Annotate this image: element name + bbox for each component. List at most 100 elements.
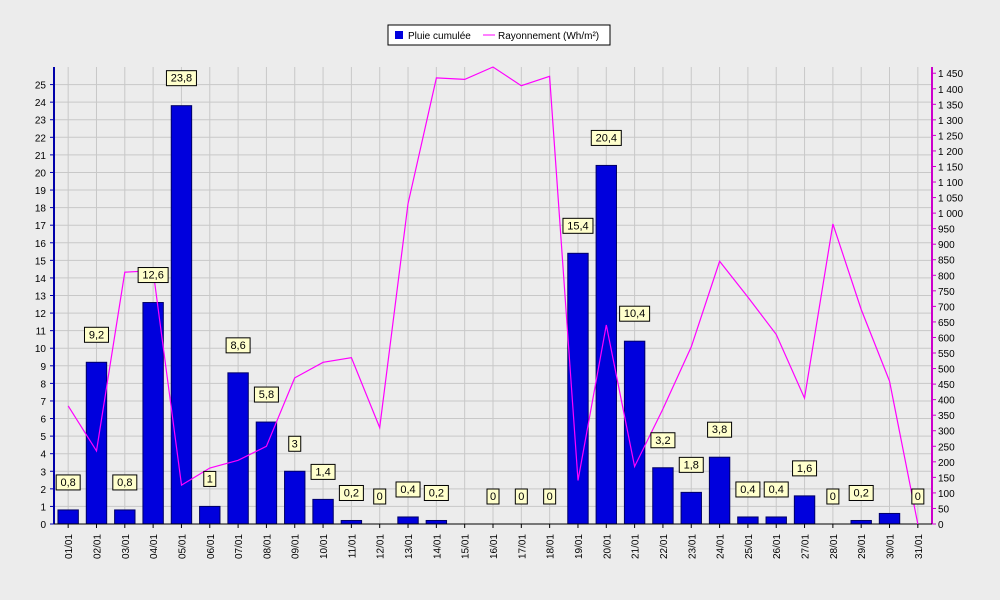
data-label-box	[514, 488, 528, 505]
y-tick-label: 19	[35, 186, 47, 197]
data-label-box	[707, 421, 733, 438]
data-label-box	[83, 326, 109, 343]
data-label-box	[543, 488, 557, 505]
x-tick-label: 20/01	[602, 534, 613, 559]
x-tick-label: 25/01	[744, 534, 755, 559]
y-tick-label: 21	[35, 151, 47, 162]
data-label: 0	[915, 491, 921, 503]
bar	[567, 252, 589, 525]
data-label: 0	[547, 491, 553, 503]
y-tick-label: 17	[35, 221, 47, 232]
data-label: 9,2	[89, 329, 104, 341]
data-label-box	[310, 463, 336, 480]
y-tick-label: 3	[40, 467, 46, 478]
x-tick-label: 28/01	[829, 534, 840, 559]
x-tick-label: 05/01	[177, 534, 188, 559]
x-tick-label: 10/01	[319, 534, 330, 559]
y2-tick-label: 150	[938, 473, 955, 484]
legend-label-line: Rayonnement (Wh/m²)	[498, 31, 599, 42]
legend-swatch-bar	[395, 31, 403, 39]
x-tick-label: 26/01	[772, 534, 783, 559]
x-tick-label: 31/01	[914, 534, 925, 559]
data-label-box	[225, 337, 251, 354]
y-tick-label: 9	[40, 362, 46, 373]
y2-tick-label: 250	[938, 442, 955, 453]
x-tick-label: 01/01	[64, 534, 75, 559]
data-label: 0,4	[740, 484, 755, 496]
data-label-box	[763, 481, 789, 498]
y-tick-label: 24	[35, 98, 47, 109]
bar	[652, 467, 674, 525]
y-tick-label: 5	[40, 432, 46, 443]
data-label-box	[373, 488, 387, 505]
data-label: 1	[207, 473, 213, 485]
data-label: 0	[490, 491, 496, 503]
y-tick-label: 8	[40, 379, 46, 390]
y2-tick-label: 1 300	[938, 116, 963, 127]
x-tick-label: 30/01	[886, 534, 897, 559]
y2-tick-label: 1 400	[938, 85, 963, 96]
x-tick-label: 02/01	[92, 534, 103, 559]
bar	[142, 302, 164, 525]
bar	[878, 512, 901, 525]
y-tick-label: 0	[40, 520, 46, 531]
x-tick-label: 12/01	[376, 534, 387, 559]
bar	[425, 519, 448, 525]
y2-tick-label: 800	[938, 271, 955, 282]
y2-tick-label: 950	[938, 225, 955, 236]
y2-tick-label: 850	[938, 256, 955, 267]
bar	[397, 516, 419, 525]
data-label: 0,2	[429, 487, 444, 499]
x-tick-label: 08/01	[262, 534, 273, 559]
data-label: 0	[830, 491, 836, 503]
data-label: 20,4	[596, 132, 617, 144]
y-tick-label: 7	[40, 397, 46, 408]
data-label-box	[165, 70, 197, 87]
y2-tick-label: 1 350	[938, 100, 963, 111]
x-tick-label: 11/01	[347, 534, 358, 559]
data-label: 0	[377, 491, 383, 503]
data-label: 0	[518, 491, 524, 503]
data-label-box	[203, 470, 217, 487]
y2-tick-label: 600	[938, 333, 955, 344]
bar	[255, 421, 278, 525]
y2-tick-label: 750	[938, 287, 955, 298]
x-tick-label: 22/01	[659, 534, 670, 559]
y-tick-label: 20	[35, 168, 47, 179]
y2-tick-label: 1 450	[938, 69, 963, 80]
bar	[199, 505, 221, 525]
data-label: 1,8	[684, 459, 699, 471]
data-label: 15,4	[567, 220, 588, 232]
x-tick-label: 09/01	[291, 534, 302, 559]
y-tick-label: 18	[35, 204, 47, 215]
data-label: 0,4	[400, 484, 415, 496]
x-tick-label: 07/01	[234, 534, 245, 559]
data-label: 3,2	[655, 435, 670, 447]
data-label: 0,4	[769, 484, 784, 496]
bar	[793, 495, 816, 525]
data-label: 1,6	[797, 463, 812, 475]
bar	[57, 509, 79, 525]
y-tick-label: 14	[35, 274, 47, 285]
data-label: 3	[292, 438, 298, 450]
bar	[85, 361, 108, 525]
y2-tick-label: 550	[938, 349, 955, 360]
x-tick-label: 04/01	[149, 534, 160, 559]
y-tick-label: 23	[35, 116, 47, 127]
y2-tick-label: 0	[938, 520, 944, 531]
data-label-box	[619, 305, 651, 322]
y-tick-label: 16	[35, 239, 47, 250]
data-label-box	[112, 474, 138, 491]
data-label: 0,2	[854, 487, 869, 499]
bar	[708, 456, 731, 525]
data-label-box	[288, 435, 302, 452]
bar	[850, 519, 872, 525]
data-label-box	[826, 488, 840, 505]
data-label-box	[735, 481, 761, 498]
y-tick-label: 13	[35, 292, 47, 303]
x-tick-label: 15/01	[461, 534, 472, 559]
data-label-box	[55, 474, 81, 491]
data-label-box	[423, 484, 449, 501]
x-tick-label: 06/01	[206, 534, 217, 559]
